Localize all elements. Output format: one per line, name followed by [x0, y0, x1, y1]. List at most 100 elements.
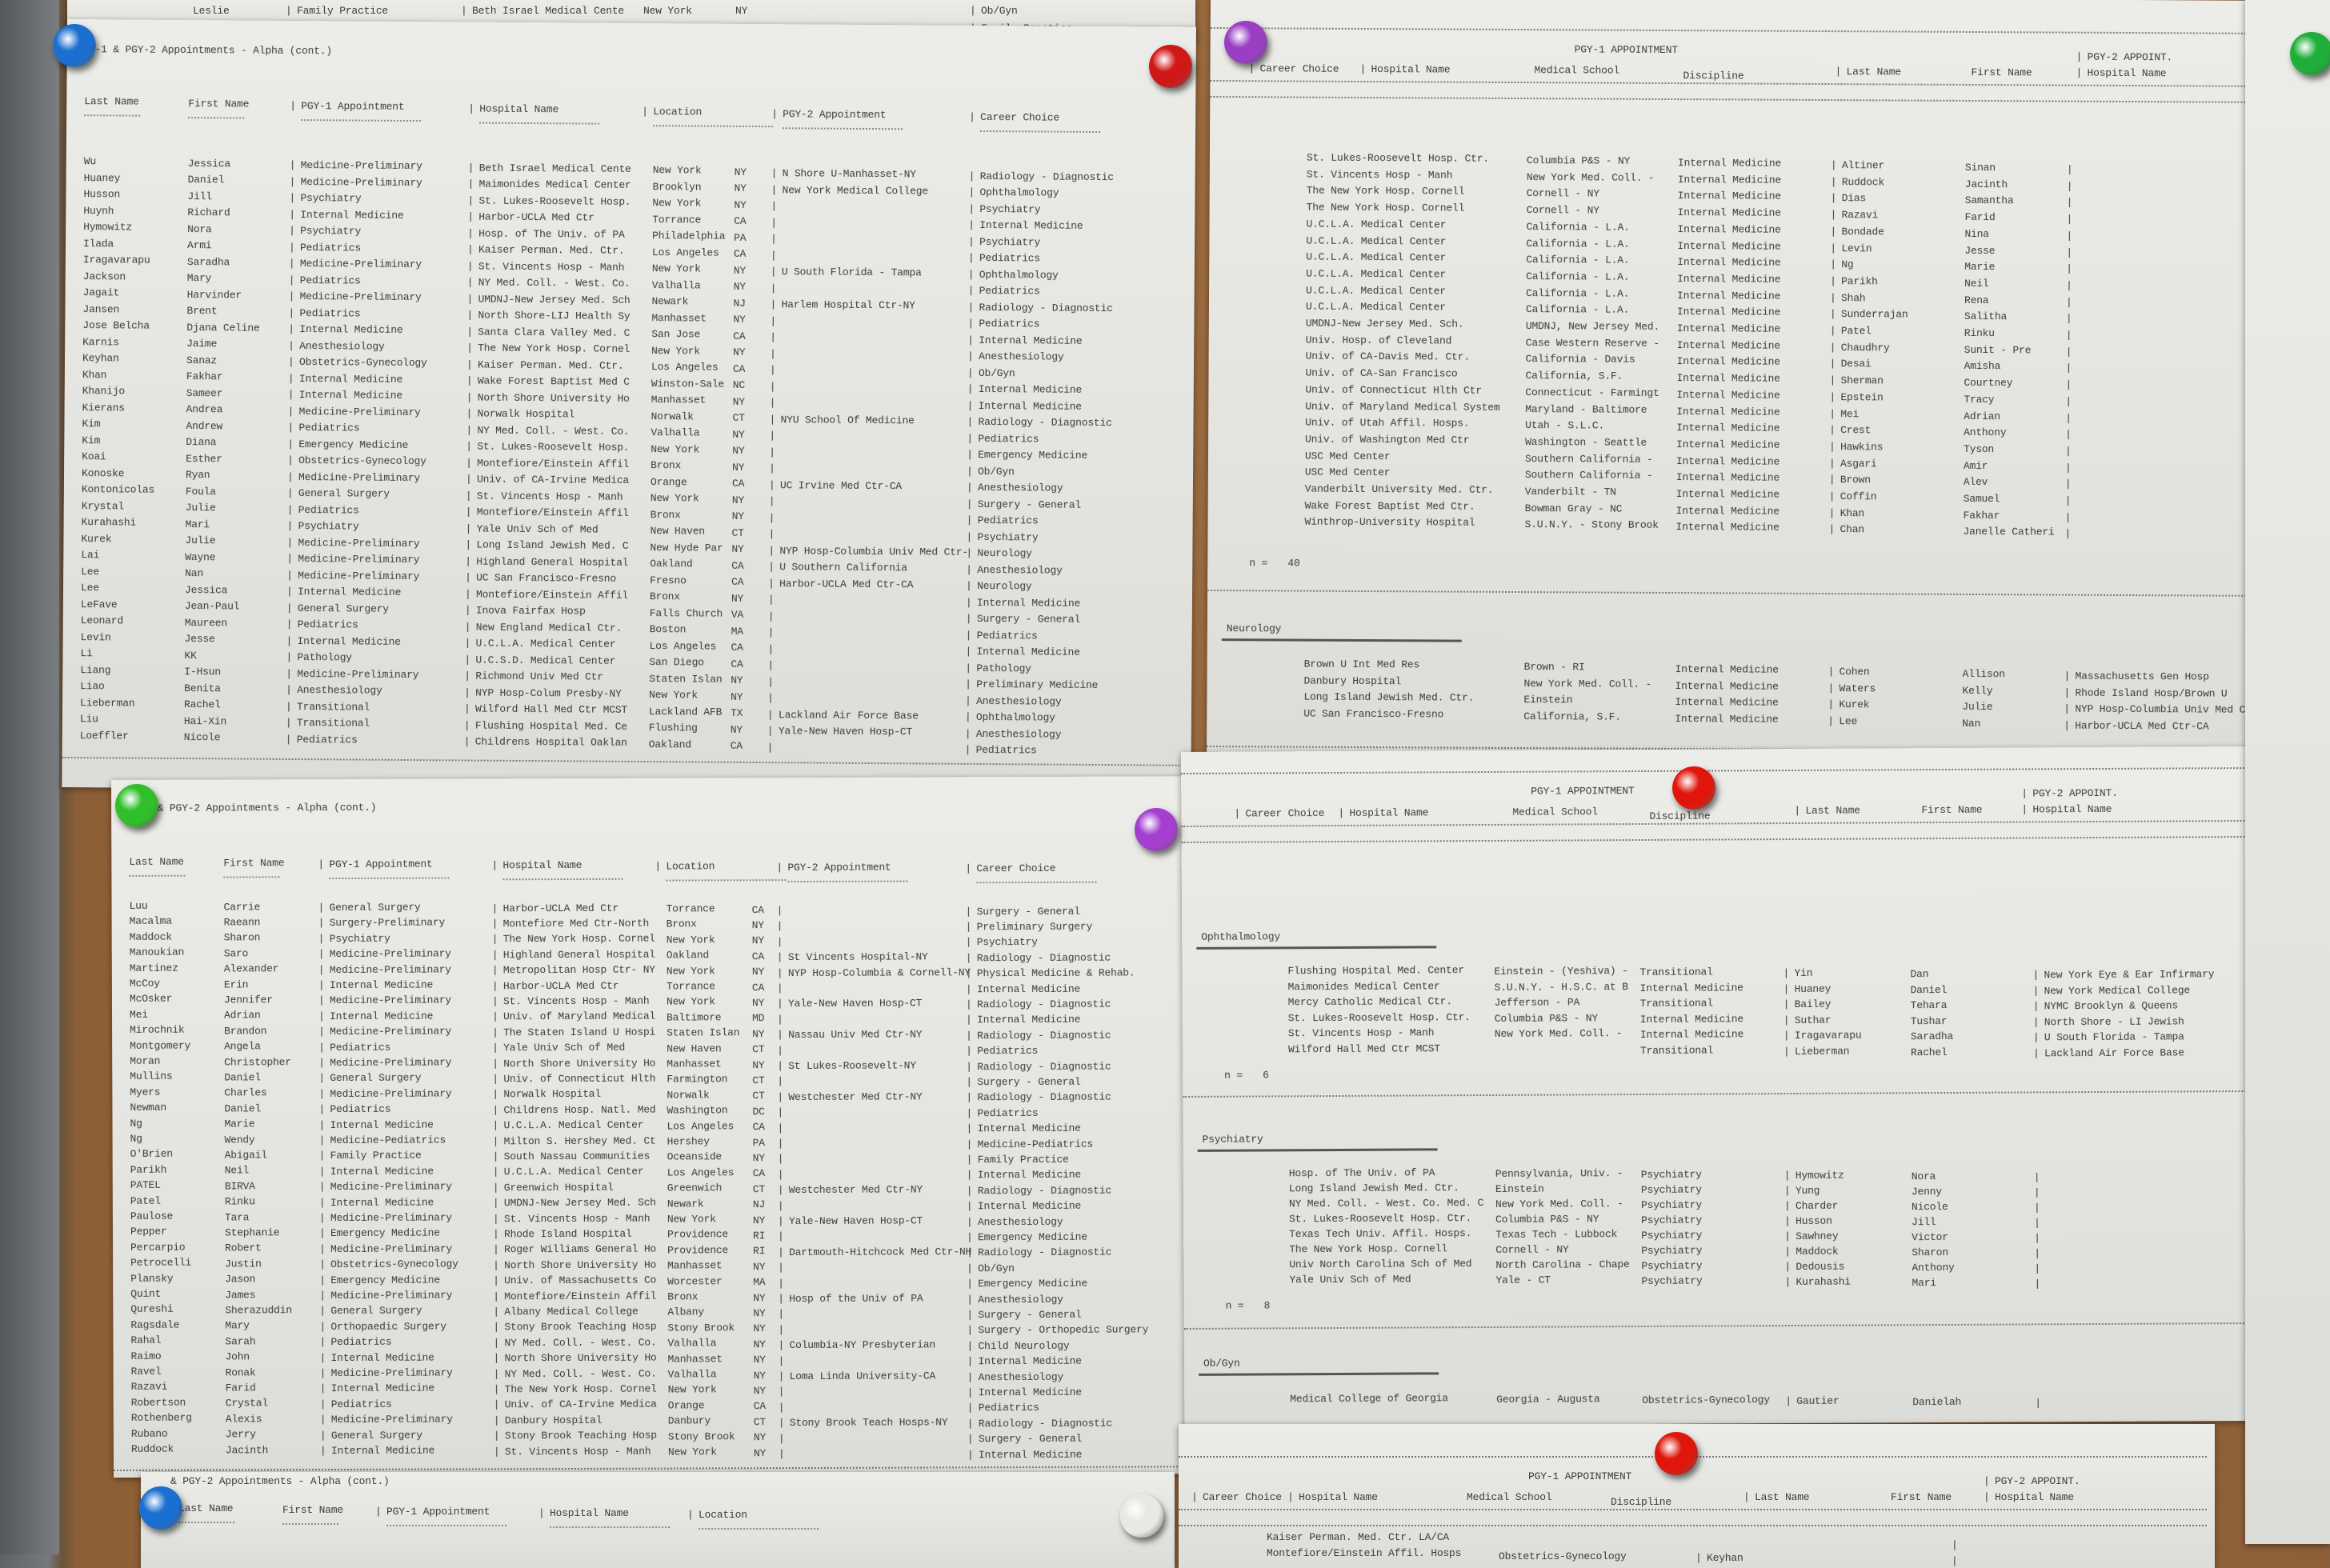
table-cell: New York Med. Coll. - — [1523, 677, 1652, 690]
table-cell: Internal Medicine — [299, 323, 402, 336]
table-cell: Rachel — [1910, 1046, 1948, 1058]
table-cell: Anesthesiology — [978, 482, 1063, 494]
table-cell: Montefiore/Einstein Affil — [477, 457, 629, 470]
table-cell: Los Angeles — [667, 1119, 735, 1133]
table-cell: Neurology — [977, 547, 1032, 559]
header-divider — [1179, 1509, 2207, 1510]
table-cell: Norwalk — [651, 410, 694, 422]
table-cell: NY — [753, 1385, 766, 1398]
table-cell: Waters — [1839, 682, 1876, 694]
table-cell: Yale Univ Sch of Med — [1289, 1273, 1411, 1286]
table-cell: Internal Medicine — [979, 383, 1082, 396]
table-cell: U Southern California — [779, 561, 907, 574]
table-cell: New York Medical College — [2044, 984, 2191, 997]
table-cell: Providence — [667, 1244, 729, 1257]
table-cell: Anesthesiology — [976, 694, 1062, 707]
table-cell: CT — [753, 1415, 767, 1428]
column-header: Hospital Name — [538, 1507, 629, 1519]
table-cell: Ragsdale — [130, 1318, 180, 1331]
table-cell: Univ. of CA-San Francisco — [1305, 366, 1458, 380]
table-cell: North Shore - LI Jewish — [2044, 1015, 2184, 1028]
header-underline — [653, 125, 774, 128]
table-cell: Internal Medicine — [298, 635, 401, 648]
table-cell: Stephanie — [224, 1226, 280, 1239]
table-cell: CA — [731, 477, 745, 490]
section-underline — [1221, 638, 1462, 642]
table-cell: General Surgery — [330, 1072, 421, 1084]
table-cell: Falls Church — [649, 606, 723, 620]
table-cell: Dedousis — [1796, 1261, 1844, 1273]
table-cell: Khanijo — [82, 385, 126, 398]
table-cell: The New York Hosp. Cornel — [505, 1383, 657, 1396]
table-cell: Mari — [185, 518, 210, 530]
table-cell: Erin — [223, 978, 249, 991]
table-cell: Danielah — [1912, 1395, 1962, 1409]
table-cell: New Hyde Par — [650, 541, 723, 554]
table-cell: Kaiser Perman. Med. Ctr. — [478, 244, 625, 257]
table-cell: NYMC Brooklyn & Queens — [2044, 999, 2178, 1012]
table-cell: Mullins — [130, 1070, 173, 1083]
table-cell: Univ. of Massachusetts Co — [504, 1274, 656, 1287]
table-cell: New York Eye & Ear Infirmary — [2044, 968, 2214, 981]
table-cell: Los Angeles — [651, 361, 719, 374]
table-cell: Obstetrics-Gynecology — [298, 454, 426, 467]
table-cell: Brown - RI — [1523, 661, 1585, 674]
table-cell: St. Vincents Hosp - Manh — [1306, 168, 1453, 182]
table-cell: Jose Belcha — [82, 319, 150, 332]
table-cell: Stony Brook Teaching Hosp — [505, 1430, 657, 1442]
table-cell: Andrew — [186, 419, 223, 432]
table-cell: Yung — [1796, 1185, 1820, 1197]
table-cell: New York — [666, 995, 715, 1008]
count-label: n = — [1249, 557, 1268, 570]
table-cell: Rachel — [183, 698, 221, 711]
table-cell: Washington — [667, 1104, 728, 1117]
strip-cell: Leslie — [193, 5, 230, 17]
table-cell: Pediatrics — [330, 1041, 390, 1053]
table-cell: California, S.F. — [1523, 710, 1621, 723]
table-cell: Alev — [1963, 476, 1988, 489]
table-cell: Anthony — [1912, 1261, 1955, 1274]
table-cell: Columbia P&S - NY — [1526, 154, 1631, 167]
table-cell: Torrance — [666, 902, 715, 915]
column-header: First Name — [282, 1504, 344, 1516]
header-underline — [129, 874, 186, 877]
table-cell: Psychiatry — [1640, 1168, 1702, 1181]
sheet-title: PGY-1 & PGY-2 Appointments - Alpha (cont… — [76, 43, 333, 58]
table-cell: Harbor-UCLA Med Ctr — [478, 211, 595, 224]
table-cell: Lai — [81, 549, 100, 562]
table-cell: Medicine-Pediatrics — [330, 1134, 446, 1147]
table-cell: CA — [752, 1167, 765, 1180]
table-cell: California - L.A. — [1526, 237, 1630, 250]
table-cell: Lee — [1839, 715, 1857, 727]
table-cell: Wake Forest Baptist Med Ctr. — [1304, 499, 1475, 513]
table-cell: Coffin — [1840, 490, 1877, 502]
table-cell: Manhasset — [667, 1259, 723, 1272]
table-cell: Sharon — [223, 931, 261, 944]
column-header: Medical School — [1512, 806, 1598, 818]
count-value: 6 — [1263, 1069, 1269, 1082]
table-cell: St. Vincents Hosp - Manh — [477, 490, 623, 502]
table-cell: New York — [666, 934, 715, 946]
table-cell: Internal Medicine — [1675, 696, 1779, 710]
table-cell: Harlem Hospital Ctr-NY — [781, 298, 915, 311]
column-header: Location — [653, 106, 702, 118]
table-cell: California - L.A. — [1526, 270, 1630, 283]
table-cell: St. Lukes-Roosevelt Hosp. Ctr. — [1306, 151, 1490, 165]
table-cell: Internal Medicine — [977, 596, 1080, 609]
table-cell: Radiology - Diagnostic — [978, 416, 1111, 429]
table-cell: John — [225, 1350, 250, 1363]
table-cell: Chaudhry — [1841, 342, 1890, 354]
table-cell: Internal Medicine — [330, 1165, 434, 1177]
table-cell: Bowman Gray - NC — [1524, 502, 1623, 515]
table-cell: Univ. of Maryland Medical System — [1305, 400, 1500, 414]
table-cell: Saradha — [1910, 1030, 1954, 1043]
table-cell: Manhasset — [651, 311, 707, 325]
table-cell: Medicine-Preliminary — [298, 553, 419, 566]
table-cell: Internal Medicine — [976, 646, 1079, 658]
table-cell: NYP Hosp-Colum Presby-NY — [475, 686, 622, 699]
table-cell: Victor — [1912, 1230, 1948, 1244]
table-cell: Obstetrics-Gynecology — [299, 356, 427, 369]
table-cell: NY — [752, 1214, 766, 1226]
table-cell: Desai — [1841, 358, 1872, 370]
header-bottom-divider — [1181, 835, 2267, 843]
